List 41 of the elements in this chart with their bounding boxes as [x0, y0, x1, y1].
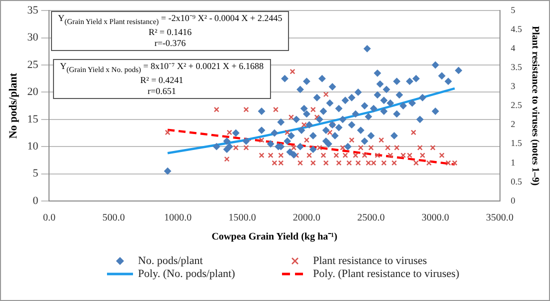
y-tick-label: 10 — [27, 140, 39, 152]
x-tick-label: 500.0 — [102, 212, 125, 224]
y2-tick-label: 2.5 — [510, 100, 522, 110]
y2-tick-label: 5 — [510, 4, 516, 15]
annotation: R² = 0.1416 — [148, 26, 193, 38]
y2-tick-label: 4 — [510, 43, 516, 54]
legend-label: Poly. (No. pods/plant) — [138, 268, 236, 280]
annotation: Y$_{(Grain Yield x Plant resistance)}$ = -2x10⁻⁹ X² - 0.0004 X + 2.2445 — [58, 13, 282, 27]
y-tick-label: 35 — [27, 4, 39, 16]
y2-tick-label: 3.5 — [510, 62, 522, 72]
y-axis-title: No pods/plant — [7, 72, 20, 139]
y-tick-label: 15 — [27, 113, 39, 126]
annotation: r=-0.376 — [153, 38, 187, 49]
annotation: Y$_{(Grain Yield x No. pods)}$ = 8x10⁻⁷ X² + 0.0021 X + 6.1688 — [60, 61, 264, 75]
y2-tick-label: 0.5 — [510, 176, 522, 186]
x-tick-label: 1000.0 — [164, 212, 192, 224]
y2-tick-label: 2 — [510, 119, 516, 130]
y-tick-label: 25 — [27, 58, 39, 71]
x-tick-label: 0.0 — [42, 212, 56, 224]
y-tick-label: 0 — [32, 194, 39, 207]
y2-tick-label: 0 — [510, 195, 516, 206]
annotation: r=0.651 — [146, 86, 177, 97]
y2-tick-label: 1 — [510, 157, 516, 168]
annotation: R² = 0.4241 — [139, 74, 184, 86]
legend-label: Plant resistance to viruses — [313, 255, 427, 267]
y-tick-label: 30 — [27, 32, 39, 44]
legend-label: No. pods/plant — [138, 255, 203, 267]
y-tick-label: 5 — [32, 168, 39, 180]
x-tick-label: 1500.0 — [228, 212, 256, 224]
x-tick-label: 2000.0 — [292, 212, 320, 224]
x-tick-label: 2500.0 — [357, 212, 385, 224]
y2-tick-label: 1.5 — [510, 138, 522, 148]
y2-tick-label: 3 — [510, 81, 516, 92]
x-tick-label: 3000.0 — [422, 212, 450, 224]
x-axis-title: Cowpea Grain Yield (kg ha⁻¹) — [212, 232, 338, 243]
y-tick-label: 20 — [27, 86, 39, 98]
legend-label: Poly. (Plant resistance to viruses) — [313, 268, 460, 280]
y2-tick-label: 4.5 — [510, 24, 522, 34]
y2-axis-title: Plant resistance to viruses (notes 1–9) — [529, 26, 540, 186]
x-tick-label: 3500.0 — [486, 212, 514, 224]
line-series — [166, 128, 456, 166]
